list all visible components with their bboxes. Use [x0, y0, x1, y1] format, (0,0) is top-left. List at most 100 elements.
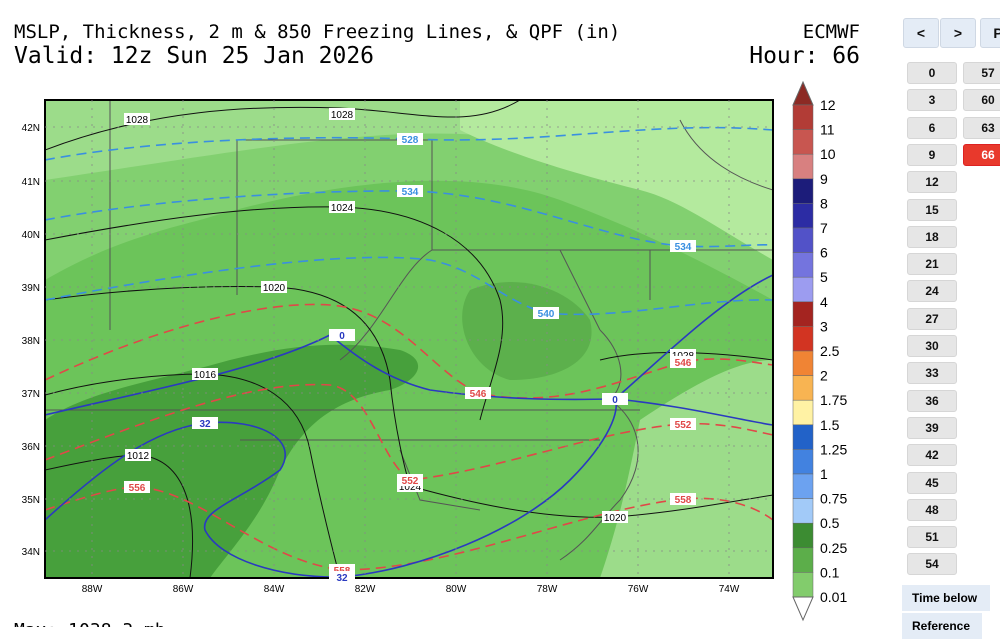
colorbar-cell [792, 326, 814, 352]
lon-label: 84W [264, 584, 285, 595]
map-labels: 42N 41N 40N 39N 38N 37N 36N 35N 34N 88W 86W 84W 82W 8… [22, 100, 773, 595]
colorbar-label: 5 [820, 269, 828, 285]
colorbar-cell [792, 252, 814, 278]
model: ECMWF [803, 21, 860, 43]
contour-label-bg [192, 368, 218, 380]
colorbar-label: 6 [820, 245, 828, 261]
contour-label: 546 [675, 358, 692, 369]
hour-button[interactable]: 42 [907, 444, 957, 467]
footer-note: Max: 1038.3 mb [14, 620, 166, 627]
colorbar-cell [792, 522, 814, 549]
hour-button[interactable]: 12 [907, 171, 957, 194]
colorbar-cap-bottom [792, 596, 814, 622]
hour-button[interactable]: 33 [907, 362, 957, 385]
colorbar-label: 12 [820, 97, 836, 113]
contour-label-bg [670, 356, 696, 368]
lat-label: 39N [22, 283, 40, 294]
contour-label-bg [397, 185, 423, 197]
contour-label: 1028 [126, 115, 149, 126]
contour-label: 0 [612, 395, 618, 406]
contour-label-bg [329, 108, 355, 120]
hour-button[interactable]: 54 [907, 553, 957, 576]
hour-button[interactable]: 57 [963, 62, 1000, 84]
colorbar-label: 0.01 [820, 589, 847, 605]
sidebar: < > P 0 3 6 9 12 15 18 21 24 27 30 33 36 39 42 45 48 51 54 57 6… [900, 0, 1000, 639]
tab[interactable]: Time below [902, 585, 990, 611]
colorbar-cell [792, 473, 814, 499]
colorbar-cell [792, 449, 814, 475]
colorbar-cell [792, 424, 814, 450]
colorbar-cell [792, 203, 814, 229]
contour-label: 556 [129, 483, 146, 494]
colorbar-cell [792, 399, 814, 426]
hour-button[interactable]: 24 [907, 280, 957, 303]
lat-label: 35N [22, 495, 40, 506]
contour-label: 540 [538, 309, 555, 320]
contour-label: 558 [675, 495, 692, 506]
colorbar-cell [792, 572, 814, 598]
colorbar-cell [792, 350, 814, 376]
colorbar-label: 1.75 [820, 392, 847, 408]
contour-label: 1024 [331, 203, 354, 214]
hour-button[interactable]: 18 [907, 225, 957, 248]
hour-button[interactable]: 66 [963, 143, 1000, 166]
lon-label: 82W [355, 584, 376, 595]
contour-label-bg [397, 133, 423, 145]
nav-button[interactable]: > [940, 18, 976, 48]
nav-button[interactable]: < [903, 18, 939, 48]
map-figure: MSLP, Thickness, 2 m & 850 Freezing Line… [14, 21, 860, 627]
contour-label: 552 [402, 476, 419, 487]
contour-label: 1012 [127, 451, 150, 462]
colorbar-cell [792, 227, 814, 253]
contour-label-bg [670, 240, 696, 252]
contour-label: 1016 [194, 370, 217, 381]
contour-label-bg [397, 474, 423, 486]
colorbar-cap-top [792, 80, 814, 106]
hour-button[interactable]: 51 [907, 526, 957, 549]
lon-label: 88W [82, 584, 103, 595]
lat-label: 34N [22, 547, 40, 558]
contour-label: 546 [470, 389, 487, 400]
colorbar-cell [792, 153, 814, 180]
colorbar-label: 11 [820, 122, 835, 138]
colorbar-label: 1 [820, 466, 828, 482]
lat-label: 38N [22, 336, 40, 347]
colorbar-label: 0.5 [820, 515, 840, 531]
lat-label: 41N [22, 177, 40, 188]
hour-button[interactable]: 15 [907, 198, 957, 221]
contour-label-bg [670, 493, 696, 505]
contour-label: 1020 [263, 283, 286, 294]
lon-label: 78W [537, 584, 558, 595]
hour-button[interactable]: 21 [907, 253, 957, 276]
contour-label-bg [533, 307, 559, 319]
title: MSLP, Thickness, 2 m & 850 Freezing Line… [14, 21, 620, 43]
hour-button[interactable]: 9 [907, 143, 957, 166]
lat-label: 40N [22, 230, 40, 241]
contour-label-bg [329, 571, 355, 583]
contour-label-bg [602, 393, 628, 405]
nav-button[interactable]: P [980, 18, 1000, 48]
tab[interactable]: Reference [902, 613, 982, 639]
contour-label-bg [192, 417, 218, 429]
colorbar-label: 1.25 [820, 441, 847, 457]
hour-button[interactable]: 60 [963, 89, 1000, 112]
colorbar-label: 7 [820, 220, 828, 236]
colorbar-cell [792, 547, 814, 573]
hour-button[interactable]: 45 [907, 471, 957, 494]
lat-label: 37N [22, 389, 40, 400]
hour-button[interactable]: 39 [907, 416, 957, 439]
hour-button[interactable]: 48 [907, 498, 957, 521]
hour-button[interactable]: 30 [907, 335, 957, 357]
hour-button[interactable]: 36 [907, 389, 957, 412]
hour-button[interactable]: 27 [907, 307, 957, 330]
hour-button[interactable]: 63 [963, 116, 1000, 139]
map [45, 100, 773, 578]
hour-button[interactable]: 3 [907, 89, 957, 112]
contour-label: 1020 [604, 513, 627, 524]
forecast-hour: Hour: 66 [749, 43, 860, 69]
hour-button[interactable]: 0 [907, 62, 957, 84]
colorbar-cell [792, 104, 814, 130]
lat-label: 36N [22, 442, 40, 453]
hour-button[interactable]: 6 [907, 116, 957, 139]
contour-label: 1028 [331, 110, 354, 121]
